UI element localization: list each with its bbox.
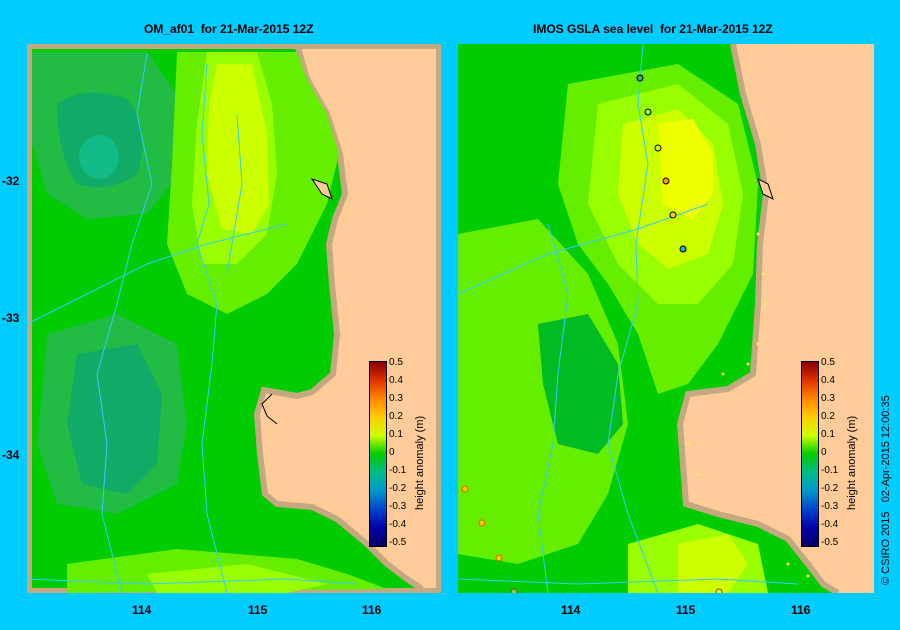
left-map-panel	[27, 44, 441, 593]
lon-tick-label: 115	[248, 603, 268, 617]
colorbar-label-right: height anomaly (m)	[846, 415, 858, 510]
altimeter-points	[461, 74, 723, 593]
credit-text: © CSIRO 2015 02-Apr-2015 12:00:35	[880, 395, 892, 585]
lon-tick-label: 114	[132, 603, 152, 617]
lon-tick-label: 116	[791, 603, 811, 617]
lat-tick-label: -32	[2, 174, 20, 188]
lon-tick-label: 114	[561, 603, 581, 617]
lon-tick-label: 115	[676, 603, 696, 617]
colorbar-label-left: height anomaly (m)	[414, 415, 426, 510]
left-panel-title: OM_af01 for 21-Mar-2015 12Z	[144, 22, 314, 36]
lat-tick-label: -34	[2, 448, 20, 462]
colorbar-right	[801, 361, 819, 547]
right-panel-title: IMOS GSLA sea level for 21-Mar-2015 12Z	[533, 22, 773, 36]
lon-tick-label: 116	[362, 603, 382, 617]
lat-tick-label: -33	[2, 311, 20, 325]
colorbar-left	[369, 361, 387, 547]
